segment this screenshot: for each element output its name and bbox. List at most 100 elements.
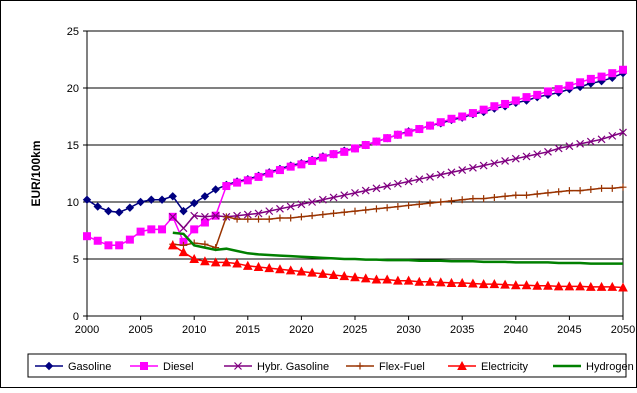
- x-tick-label: 2020: [289, 324, 313, 336]
- data-point: [383, 204, 391, 212]
- data-point: [136, 227, 145, 236]
- data-point: [93, 202, 102, 211]
- data-point: [576, 187, 584, 195]
- data-point: [489, 279, 500, 289]
- x-tick-label: 2025: [343, 324, 367, 336]
- data-point: [490, 102, 499, 111]
- series-electricity: [167, 240, 628, 292]
- data-point: [533, 190, 541, 198]
- legend-item: Diesel: [130, 361, 194, 373]
- data-point: [286, 162, 295, 171]
- data-point: [586, 137, 595, 146]
- data-point: [372, 184, 381, 193]
- x-tick-label: 2000: [75, 324, 99, 336]
- data-point: [404, 177, 413, 186]
- x-tick-label: 2045: [557, 324, 581, 336]
- data-point: [415, 125, 424, 134]
- data-point: [254, 172, 263, 181]
- data-point: [372, 205, 380, 213]
- data-point: [275, 264, 285, 274]
- data-point: [179, 206, 188, 216]
- data-point: [222, 213, 230, 221]
- data-point: [490, 193, 498, 201]
- data-point: [522, 152, 531, 161]
- data-point: [179, 224, 188, 233]
- data-point: [596, 281, 607, 291]
- data-point: [437, 198, 445, 206]
- data-point: [565, 187, 573, 195]
- data-point: [393, 130, 402, 139]
- data-point: [351, 207, 359, 215]
- data-point: [200, 212, 209, 221]
- data-point: [319, 211, 327, 219]
- data-point: [490, 159, 499, 168]
- data-point: [436, 118, 445, 127]
- data-point: [478, 279, 489, 289]
- data-point: [510, 280, 521, 290]
- data-point: [350, 272, 360, 282]
- data-point: [297, 160, 306, 169]
- data-point: [511, 154, 520, 163]
- data-point: [586, 74, 595, 83]
- legend-label: Electricity: [481, 361, 529, 373]
- data-point: [167, 240, 178, 250]
- data-point: [136, 197, 145, 207]
- data-point: [597, 72, 606, 81]
- data-point: [356, 362, 364, 370]
- data-point: [351, 188, 359, 197]
- data-point: [361, 141, 370, 149]
- data-point: [104, 206, 113, 216]
- data-point: [458, 166, 467, 175]
- data-point: [189, 198, 199, 208]
- data-point: [500, 279, 510, 289]
- data-point: [564, 281, 575, 291]
- series-diesel: [83, 65, 627, 250]
- series-layer: [82, 65, 628, 292]
- data-point: [426, 121, 435, 130]
- data-point: [83, 232, 91, 241]
- data-point: [296, 266, 307, 276]
- data-point: [140, 362, 148, 370]
- data-point: [253, 261, 264, 271]
- data-point: [394, 203, 402, 211]
- data-point: [210, 257, 221, 267]
- data-point: [382, 274, 392, 284]
- x-tick-label: 2010: [182, 324, 206, 336]
- data-point: [415, 175, 424, 184]
- data-point: [232, 258, 242, 268]
- legend-label: Gasoline: [68, 361, 111, 373]
- legend-label: Flex-Fuel: [379, 361, 425, 373]
- x-tick-label: 2030: [396, 324, 420, 336]
- data-point: [307, 267, 317, 277]
- y-tick-label: 0: [73, 311, 79, 323]
- data-point: [586, 281, 596, 291]
- data-point: [340, 147, 349, 156]
- data-point: [405, 201, 413, 209]
- data-point: [221, 257, 232, 267]
- legend-label: Diesel: [163, 361, 194, 373]
- data-point: [329, 150, 338, 159]
- y-tick-label: 20: [67, 83, 79, 95]
- series-line: [172, 231, 623, 265]
- data-point: [533, 150, 542, 159]
- data-point: [244, 215, 252, 223]
- data-point: [330, 209, 338, 217]
- legend-item: Electricity: [448, 360, 529, 373]
- data-point: [285, 265, 296, 275]
- legend-label: Hybr. Gasoline: [257, 361, 329, 373]
- data-point: [501, 192, 509, 200]
- data-point: [308, 156, 317, 165]
- legend-box: [27, 353, 627, 378]
- data-point: [287, 214, 295, 222]
- data-point: [254, 209, 263, 218]
- data-point: [371, 274, 382, 284]
- data-point: [265, 215, 273, 223]
- data-point: [447, 114, 456, 123]
- data-point: [565, 142, 574, 151]
- data-point: [125, 203, 135, 212]
- data-point: [511, 96, 520, 105]
- data-point: [447, 197, 455, 205]
- data-point: [415, 200, 423, 208]
- data-point: [243, 210, 252, 219]
